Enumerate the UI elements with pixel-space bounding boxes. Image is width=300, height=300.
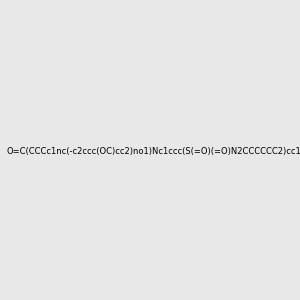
Text: O=C(CCCc1nc(-c2ccc(OC)cc2)no1)Nc1ccc(S(=O)(=O)N2CCCCCC2)cc1: O=C(CCCc1nc(-c2ccc(OC)cc2)no1)Nc1ccc(S(=… [6,147,300,156]
